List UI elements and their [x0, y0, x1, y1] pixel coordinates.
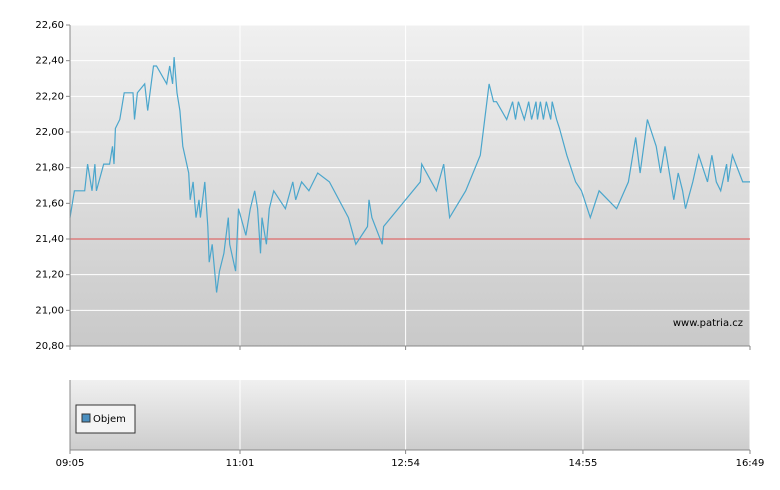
y-tick-label: 20,80	[35, 341, 64, 352]
legend-label: Objem	[93, 414, 126, 425]
y-tick-label: 21,40	[35, 234, 64, 245]
x-tick-label: 12:54	[391, 458, 420, 469]
watermark: www.patria.cz	[673, 318, 743, 329]
volume-panel	[70, 380, 750, 450]
y-tick-label: 21,00	[35, 305, 64, 316]
x-tick-label: 14:55	[569, 458, 598, 469]
plot-area	[70, 25, 750, 346]
y-tick-label: 21,20	[35, 270, 64, 281]
legend-swatch	[81, 413, 91, 423]
y-tick-label: 21,60	[35, 198, 64, 209]
x-tick-label: 16:49	[736, 458, 765, 469]
y-tick-label: 22,40	[35, 56, 64, 67]
y-tick-label: 22,20	[35, 91, 64, 102]
y-tick-label: 22,00	[35, 127, 64, 138]
x-tick-label: 11:01	[226, 458, 255, 469]
y-tick-label: 22,60	[35, 20, 64, 31]
x-tick-label: 09:05	[56, 458, 85, 469]
price-line	[69, 57, 750, 293]
y-tick-label: 21,80	[35, 163, 64, 174]
